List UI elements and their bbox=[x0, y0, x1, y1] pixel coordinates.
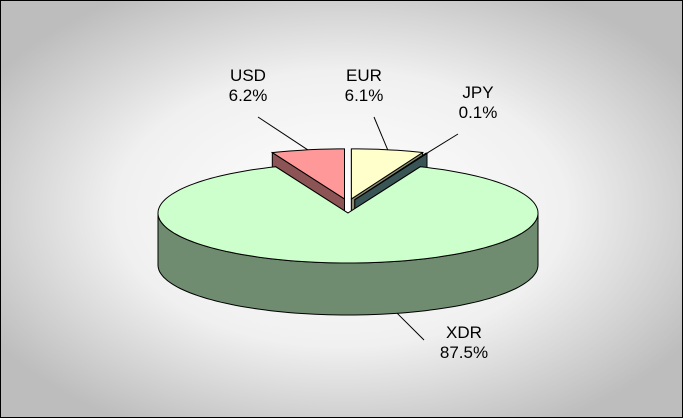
slice-value-label: 0.1% bbox=[459, 103, 498, 122]
leader-line bbox=[373, 116, 389, 150]
leader-line bbox=[257, 116, 308, 151]
slice-top bbox=[157, 166, 539, 264]
leader-line bbox=[426, 133, 459, 154]
slice-value-label: 6.1% bbox=[345, 86, 384, 105]
slice-value-label: 6.2% bbox=[229, 86, 268, 105]
slice bbox=[157, 165, 539, 316]
leader-line bbox=[396, 312, 425, 341]
slice-category: USD bbox=[230, 66, 266, 85]
slice-category: XDR bbox=[446, 323, 482, 342]
slice-category: JPY bbox=[462, 83, 493, 102]
slice-category: EUR bbox=[346, 66, 382, 85]
slice-value-label: 87.5% bbox=[440, 343, 488, 362]
